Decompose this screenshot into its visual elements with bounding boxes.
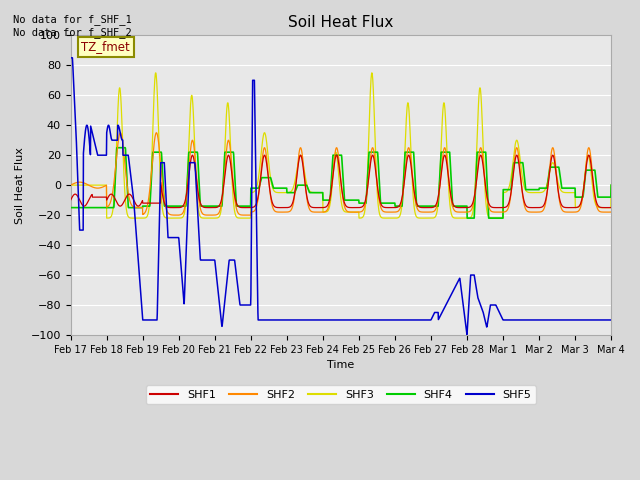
- Y-axis label: Soil Heat Flux: Soil Heat Flux: [15, 147, 25, 224]
- SHF2: [575, 208, 582, 214]
- SHF3: [218, 205, 225, 211]
- SHF5: [368, 317, 376, 323]
- SHF5: [498, 315, 506, 321]
- SHF5: [463, 332, 471, 337]
- SHF5: [218, 319, 225, 324]
- SHF1: [607, 204, 615, 210]
- SHF5: [560, 317, 568, 323]
- SHF5: [575, 317, 582, 323]
- Line: SHF1: SHF1: [70, 155, 611, 208]
- SHF4: [607, 182, 615, 188]
- SHF4: [575, 194, 582, 200]
- Text: No data for f_SHF_1
No data for f_SHF_2: No data for f_SHF_1 No data for f_SHF_2: [13, 14, 132, 38]
- SHF3: [369, 72, 376, 77]
- SHF1: [67, 197, 74, 203]
- SHF1: [356, 204, 364, 210]
- SHF1: [441, 152, 449, 158]
- SHF4: [369, 149, 376, 155]
- SHF4: [356, 200, 364, 206]
- Legend: SHF1, SHF2, SHF3, SHF4, SHF5: SHF1, SHF2, SHF3, SHF4, SHF5: [146, 385, 536, 404]
- SHF1: [560, 204, 568, 210]
- SHF4: [113, 145, 121, 151]
- SHF1: [498, 205, 506, 211]
- SHF1: [368, 153, 376, 159]
- SHF4: [67, 205, 74, 211]
- SHF2: [369, 145, 376, 151]
- SHF2: [247, 212, 255, 218]
- SHF1: [218, 197, 225, 203]
- SHF2: [560, 209, 568, 215]
- SHF2: [116, 130, 124, 136]
- SHF5: [356, 317, 364, 323]
- SHF3: [463, 215, 471, 221]
- SHF3: [575, 204, 582, 210]
- SHF5: [67, 55, 74, 60]
- SHF5: [607, 317, 615, 323]
- Title: Soil Heat Flux: Soil Heat Flux: [288, 15, 394, 30]
- SHF4: [560, 185, 568, 191]
- SHF1: [575, 204, 582, 209]
- SHF1: [572, 205, 579, 211]
- Line: SHF3: SHF3: [70, 73, 611, 218]
- SHF2: [607, 209, 615, 215]
- SHF3: [67, 182, 74, 188]
- SHF2: [357, 209, 365, 215]
- Line: SHF4: SHF4: [70, 148, 611, 218]
- SHF3: [356, 215, 364, 221]
- SHF2: [218, 200, 225, 206]
- SHF3: [499, 215, 506, 221]
- SHF2: [499, 209, 506, 215]
- SHF4: [463, 215, 471, 221]
- Line: SHF2: SHF2: [70, 133, 611, 215]
- SHF2: [67, 182, 74, 188]
- Text: TZ_fmet: TZ_fmet: [81, 40, 130, 53]
- SHF3: [368, 70, 376, 76]
- SHF3: [560, 190, 568, 195]
- SHF3: [607, 182, 615, 188]
- Line: SHF5: SHF5: [70, 58, 611, 335]
- SHF4: [499, 215, 506, 221]
- SHF4: [218, 203, 225, 209]
- X-axis label: Time: Time: [327, 360, 355, 370]
